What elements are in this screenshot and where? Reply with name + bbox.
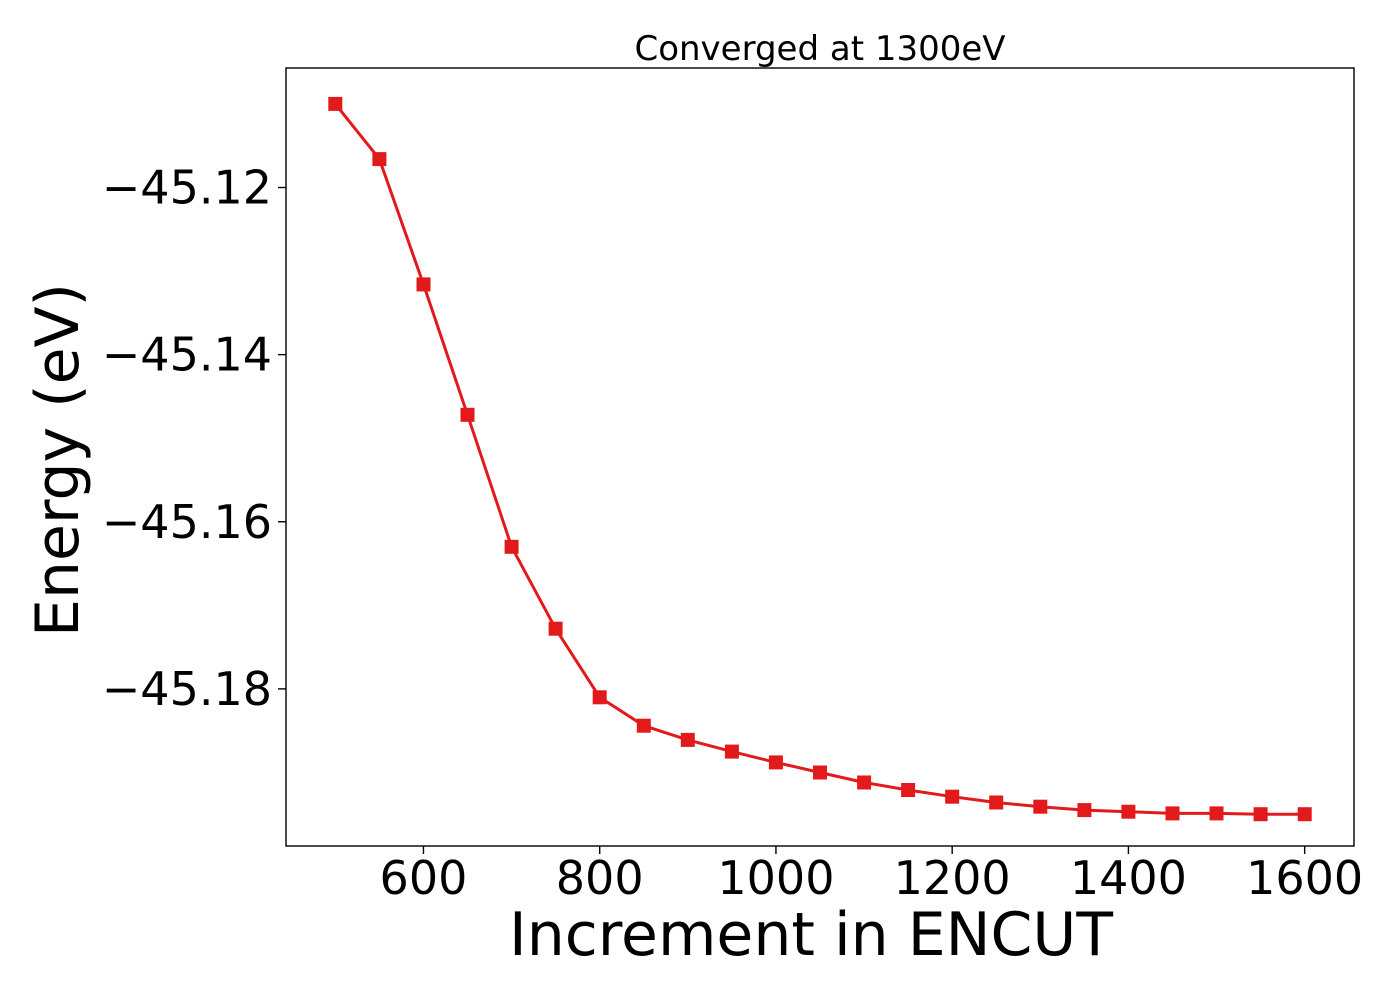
y-tick-label: −45.18 [102, 662, 272, 716]
data-point [989, 795, 1004, 810]
x-axis-label: Increment in ENCUT [509, 900, 1113, 970]
data-point [724, 744, 739, 759]
data-point [1033, 799, 1048, 814]
chart-title: Converged at 1300eV [634, 29, 1005, 69]
x-axis: 600 800 1000 1200 1400 1600 [380, 846, 1363, 905]
x-tick-label: 600 [380, 851, 468, 905]
y-tick-label: −45.12 [102, 160, 272, 214]
data-point [857, 775, 872, 790]
data-point [592, 690, 607, 705]
data-point [768, 755, 783, 770]
y-tick-label: −45.14 [102, 328, 272, 382]
data-point [504, 539, 519, 554]
x-tick-label: 1400 [1070, 851, 1187, 905]
data-point [1297, 807, 1312, 822]
data-point [680, 732, 695, 747]
data-point [813, 765, 827, 780]
plot-area-frame [285, 67, 1355, 847]
x-tick-label: 800 [556, 851, 644, 905]
series-line [334, 102, 1305, 816]
data-point [1209, 806, 1224, 821]
series-layer [328, 96, 1312, 822]
data-point [1077, 803, 1092, 818]
data-point [460, 407, 475, 422]
data-point [416, 277, 431, 292]
data-point [328, 96, 343, 111]
y-tick-label: −45.16 [102, 495, 272, 549]
data-point [1165, 806, 1180, 821]
y-axis-label: Energy (eV) [23, 283, 93, 637]
data-point [901, 783, 916, 797]
x-tick-label: 1600 [1246, 851, 1363, 905]
data-point [548, 621, 563, 636]
y-axis: −45.12 −45.14 −45.16 −45.18 [102, 160, 286, 716]
data-point [1121, 804, 1136, 819]
data-point [945, 789, 960, 804]
x-tick-label: 1000 [717, 851, 834, 905]
data-point [636, 718, 651, 733]
x-tick-label: 1200 [894, 851, 1011, 905]
data-point [1253, 807, 1268, 822]
data-point [372, 152, 387, 167]
